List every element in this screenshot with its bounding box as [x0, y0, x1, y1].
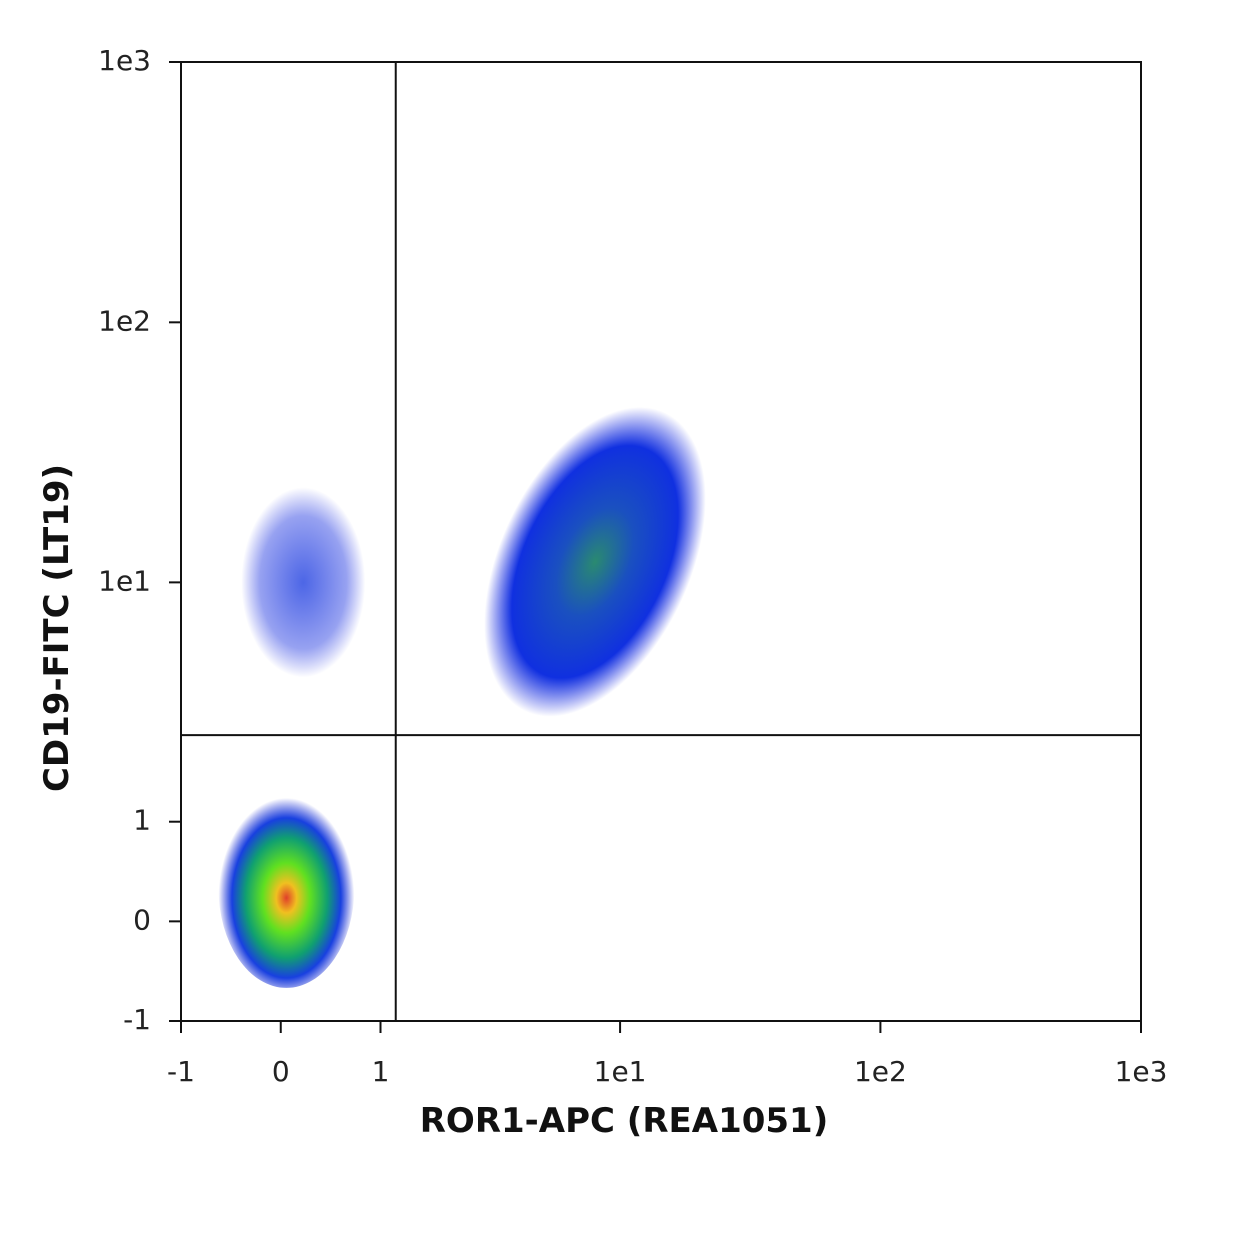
x-axis-title: ROR1-APC (REA1051): [420, 1101, 828, 1141]
y-tick-label: 1: [133, 804, 151, 837]
y-tick-label: 1e3: [98, 44, 151, 77]
x-tick-label: 1: [372, 1055, 390, 1088]
y-tick-label: -1: [123, 1003, 151, 1036]
y-tick-label: 0: [133, 903, 151, 936]
x-tick-label: 1e3: [1115, 1055, 1168, 1088]
y-axis-title: CD19-FITC (LT19): [37, 464, 77, 792]
population: [218, 787, 355, 988]
x-tick-label: 0: [272, 1055, 290, 1088]
x-tick-label: 1e2: [854, 1055, 907, 1088]
x-tick-label: 1e1: [594, 1055, 647, 1088]
population: [484, 407, 706, 717]
plot-frame: [180, 61, 1142, 1022]
y-tick-label: 1e2: [98, 304, 151, 337]
y-tick-label: 1e1: [98, 564, 151, 597]
x-tick-label: -1: [167, 1055, 195, 1088]
population: [241, 487, 366, 678]
